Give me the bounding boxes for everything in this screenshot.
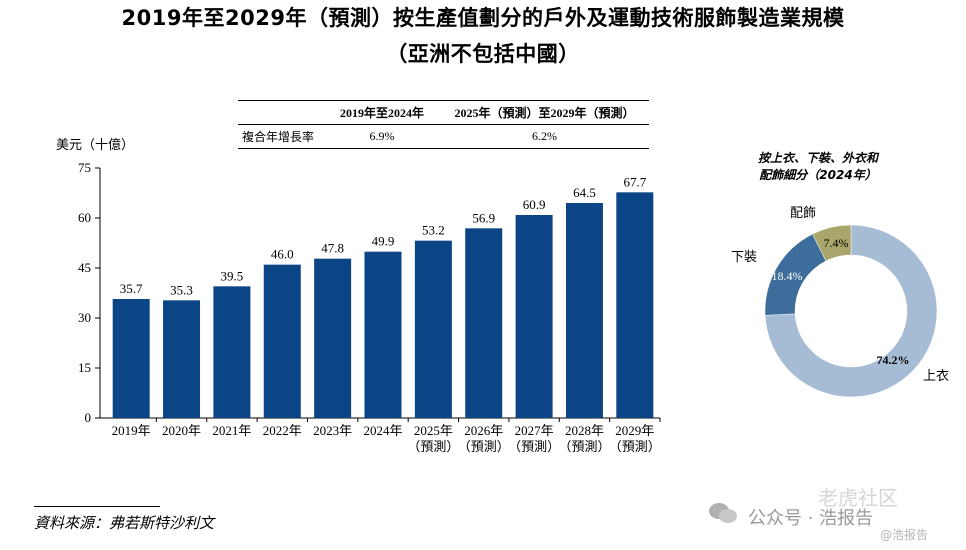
x-tick-label: 2020年 <box>162 423 201 438</box>
bar-value-label: 46.0 <box>271 247 294 262</box>
cagr-header-period2: 2025年（預測）至2029年（預測） <box>440 100 649 125</box>
bar <box>465 228 503 418</box>
source-note: 資料來源：弗若斯特沙利文 <box>34 514 215 532</box>
x-tick-label: （預測） <box>508 439 560 454</box>
y-tick-label: 75 <box>78 160 91 175</box>
bar-value-label: 60.9 <box>523 197 546 212</box>
bar-value-label: 47.8 <box>321 241 344 256</box>
bar <box>515 215 553 418</box>
bar-value-label: 64.5 <box>573 185 596 200</box>
y-tick-label: 45 <box>78 260 91 275</box>
bar <box>414 240 452 418</box>
donut-slice <box>764 224 938 398</box>
y-tick-label: 0 <box>85 410 92 425</box>
donut-category-label: 配飾 <box>790 206 816 221</box>
bar-value-label: 35.3 <box>170 282 193 297</box>
chart-title: 2019年至2029年（預測）按生產值劃分的戶外及運動技術服飾製造業規模 <box>121 6 845 30</box>
wechat-icon <box>709 503 737 523</box>
x-tick-label: 2021年 <box>212 423 251 438</box>
donut-category-label: 下裝 <box>731 250 757 265</box>
watermark-bottom: @浩报告 <box>880 528 929 542</box>
donut-slice-label: 18.4% <box>772 269 803 283</box>
bar <box>163 300 201 418</box>
donut-slice-label: 74.2% <box>877 353 910 367</box>
bar-value-label: 49.9 <box>372 234 395 249</box>
x-tick-label: 2026年 <box>464 423 503 438</box>
y-tick-label: 60 <box>78 210 91 225</box>
x-tick-label: 2024年 <box>363 423 402 438</box>
donut-title-line2: 配飾細分（2024年） <box>759 168 877 182</box>
cagr-table: 2019年至2024年 2025年（預測）至2029年（預測） 複合年增長率 6… <box>238 100 649 149</box>
donut-title-line1: 按上衣、下裝、外衣和 <box>757 151 878 165</box>
x-tick-label: （預測） <box>407 439 459 454</box>
x-tick-label: 2027年 <box>515 423 554 438</box>
cagr-row-label: 複合年增長率 <box>238 124 324 149</box>
x-tick-label: （預測） <box>458 439 510 454</box>
bar-value-label: 39.5 <box>221 268 244 283</box>
chart-subtitle: （亞洲不包括中國） <box>386 42 580 66</box>
cagr-header-blank <box>238 100 324 125</box>
donut-slice-label: 7.4% <box>824 236 849 250</box>
cagr-table-header: 2019年至2024年 2025年（預測）至2029年（預測） <box>238 100 649 125</box>
bar-value-label: 35.7 <box>120 281 143 296</box>
x-tick-label: 2022年 <box>263 423 302 438</box>
x-tick-label: （預測） <box>609 439 661 454</box>
donut-slice <box>812 224 852 262</box>
bar <box>112 299 150 418</box>
cagr-value-period1: 6.9% <box>324 124 440 149</box>
bar-value-label: 67.7 <box>623 174 646 189</box>
watermark-top: 老虎社区 <box>818 486 898 510</box>
y-tick-label: 30 <box>78 310 91 325</box>
cagr-value-period2: 6.2% <box>440 124 649 149</box>
watermark-wechat: 公众号 · 浩报告 <box>748 508 874 529</box>
bar <box>565 203 603 418</box>
bar <box>616 192 654 418</box>
x-tick-label: 2019年 <box>112 423 151 438</box>
donut-title: 按上衣、下裝、外衣和 配飾細分（2024年） <box>738 150 898 184</box>
bar <box>364 251 402 418</box>
y-axis-unit-label: 美元（十億） <box>56 138 135 153</box>
cagr-table-row: 複合年增長率 6.9% 6.2% <box>238 124 649 149</box>
bar <box>213 286 251 418</box>
bar <box>263 264 301 418</box>
bar-value-label: 56.9 <box>472 210 495 225</box>
cagr-header-period1: 2019年至2024年 <box>324 100 440 125</box>
bar <box>314 258 352 418</box>
x-tick-label: （預測） <box>558 439 610 454</box>
source-divider <box>34 506 160 507</box>
x-tick-label: 2025年 <box>414 423 453 438</box>
x-tick-label: 2023年 <box>313 423 352 438</box>
bar-value-label: 53.2 <box>422 223 445 238</box>
y-tick-label: 15 <box>78 360 91 375</box>
x-tick-label: 2028年 <box>565 423 604 438</box>
x-tick-label: 2029年 <box>615 423 654 438</box>
donut-category-label: 上衣 <box>923 368 949 384</box>
